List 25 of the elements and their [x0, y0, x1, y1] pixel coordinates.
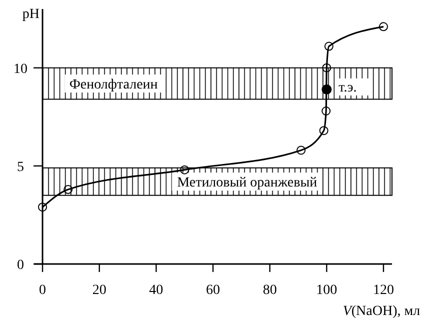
x-tick-label: 120 [372, 283, 394, 298]
annotation: т.э. [338, 80, 357, 96]
x-tick-label: 60 [206, 283, 220, 298]
x-axis-title: V(NaOH), мл [342, 304, 420, 319]
point [38, 202, 48, 212]
x-tick-label: 80 [262, 283, 277, 298]
point [319, 126, 328, 136]
band-label: Фенолфталеин [69, 78, 158, 93]
x-tick-label: 20 [92, 283, 106, 298]
point [180, 165, 190, 174]
y-axis-title: pH [22, 7, 40, 22]
point [378, 22, 388, 32]
point [322, 63, 332, 72]
y-tick-label: 5 [17, 160, 24, 175]
x-tick-label: 0 [39, 283, 46, 298]
point [322, 84, 332, 94]
y-tick-label: 0 [17, 258, 24, 273]
band-label: Метиловый оранжевый [177, 176, 318, 191]
point [322, 106, 331, 116]
point [64, 184, 73, 194]
y-tick-label: 10 [14, 62, 28, 77]
point [296, 146, 306, 155]
x-tick-label: 100 [316, 283, 338, 298]
x-tick-label: 40 [149, 283, 164, 298]
point [324, 42, 334, 51]
